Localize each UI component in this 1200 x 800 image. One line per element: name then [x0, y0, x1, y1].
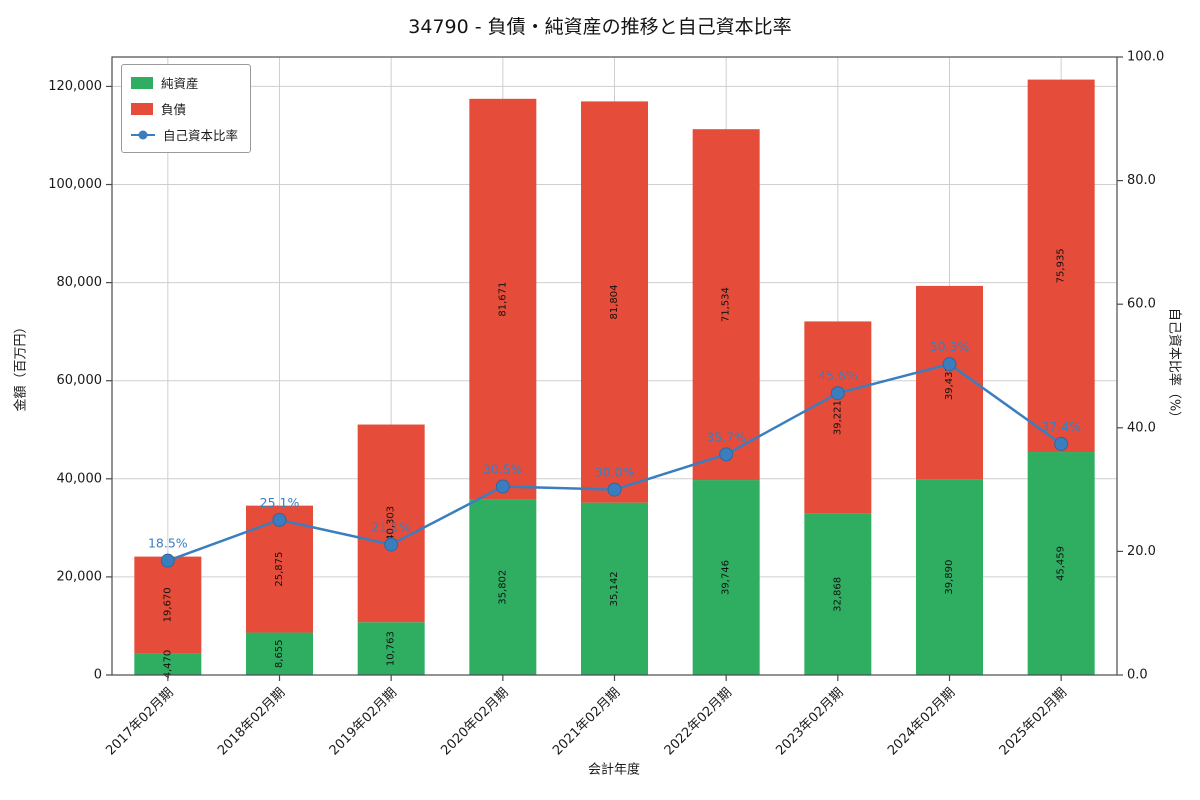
x-tick-label: 2019年02月期	[327, 685, 400, 758]
equity-ratio-label: 37.4%	[1041, 419, 1081, 434]
y2-tick-label: 100.0	[1127, 50, 1164, 65]
bar-value-label-liabilities: 25,875	[274, 552, 285, 587]
equity-ratio-marker	[607, 482, 622, 497]
equity-ratio-marker	[1054, 436, 1069, 451]
x-tick-label: 2023年02月期	[773, 685, 846, 758]
bar-value-label-net-assets: 8,655	[274, 639, 285, 668]
bar-value-label-net-assets: 39,890	[944, 560, 955, 595]
bar-value-label-net-assets: 35,802	[497, 570, 508, 605]
bar-value-label-liabilities: 40,303	[386, 506, 397, 541]
bar-segment-liabilities	[469, 98, 537, 500]
bar-value-label-liabilities: 75,935	[1056, 248, 1067, 283]
bar-segment-liabilities	[357, 424, 425, 623]
equity-ratio-label: 18.5%	[148, 536, 188, 551]
bar-value-label-net-assets: 39,746	[721, 560, 732, 595]
bar-value-label-liabilities: 39,221	[832, 400, 843, 435]
legend: 純資産 負債 自己資本比率	[121, 64, 252, 153]
equity-ratio-label: 35.7%	[706, 429, 746, 444]
equity-ratio-label: 21.1%	[371, 520, 411, 535]
bar-segment-liabilities	[581, 101, 648, 503]
chart-title: 34790 - 負債・純資産の推移と自己資本比率	[408, 16, 792, 38]
bar-value-label-net-assets: 4,470	[162, 650, 173, 679]
equity-ratio-label: 45.6%	[818, 368, 858, 383]
legend-label-net-assets: 純資産	[161, 76, 199, 91]
y2-axis-label: 自己資本比率（%）	[1166, 307, 1182, 425]
equity-ratio-marker	[830, 386, 845, 401]
equity-ratio-marker	[495, 479, 510, 494]
bar-value-label-net-assets: 35,142	[609, 571, 620, 606]
bar-segment-liabilities	[1027, 79, 1095, 453]
bar-segment-net-assets	[134, 653, 202, 675]
y-tick-label: 100,000	[48, 177, 102, 192]
x-tick-label: 2020年02月期	[438, 685, 511, 758]
legend-item-liabilities: 負債	[131, 99, 238, 118]
legend-dot-icon	[138, 130, 148, 139]
bar-segment-net-assets	[804, 513, 872, 675]
x-tick-label: 2018年02月期	[215, 685, 288, 758]
bar-segment-net-assets	[692, 480, 760, 675]
y2-tick-label: 80.0	[1127, 173, 1156, 188]
x-tick-label: 2017年02月期	[103, 685, 176, 758]
bar-segment-net-assets	[357, 622, 425, 675]
bar-segment-net-assets	[1027, 452, 1095, 675]
bar-value-label-liabilities: 71,534	[721, 287, 732, 322]
bar-value-label-liabilities: 81,671	[497, 282, 508, 317]
legend-swatch-liabilities	[131, 102, 153, 115]
equity-ratio-marker	[160, 553, 175, 568]
y-tick-label: 0	[94, 668, 102, 683]
bar-segment-liabilities	[916, 285, 983, 480]
bar-segment-net-assets	[916, 479, 983, 675]
bar-value-label-liabilities: 81,804	[609, 285, 620, 320]
bar-segment-liabilities	[134, 556, 202, 654]
x-tick-label: 2021年02月期	[550, 685, 623, 758]
x-tick-label: 2025年02月期	[997, 685, 1070, 758]
bar-segment-net-assets	[469, 499, 537, 675]
bar-segment-liabilities	[804, 321, 872, 514]
bar-segment-net-assets	[246, 632, 313, 675]
legend-swatch-equity-ratio	[131, 129, 155, 141]
y2-tick-label: 0.0	[1127, 668, 1148, 683]
bar-segment-net-assets	[581, 502, 648, 675]
bar-value-label-net-assets: 10,763	[386, 631, 397, 666]
x-tick-label: 2022年02月期	[662, 685, 735, 758]
bar-value-label-liabilities: 19,670	[162, 587, 173, 622]
y-tick-label: 40,000	[57, 471, 103, 486]
y2-tick-label: 40.0	[1127, 420, 1156, 435]
equity-ratio-label: 25.1%	[260, 495, 300, 510]
bar-value-label-net-assets: 45,459	[1056, 546, 1067, 581]
equity-ratio-label: 30.0%	[595, 465, 635, 480]
y-tick-label: 60,000	[57, 373, 103, 388]
equity-ratio-marker	[272, 512, 287, 527]
equity-ratio-label: 30.5%	[483, 462, 523, 477]
equity-ratio-label: 50.3%	[930, 339, 970, 354]
equity-ratio-marker	[384, 537, 399, 552]
y2-tick-label: 60.0	[1127, 297, 1156, 312]
legend-label-equity-ratio: 自己資本比率	[163, 128, 239, 143]
y2-tick-label: 20.0	[1127, 544, 1156, 559]
bar-value-label-net-assets: 32,868	[832, 577, 843, 612]
legend-item-net-assets: 純資産	[131, 73, 238, 92]
y-tick-label: 120,000	[48, 79, 102, 94]
y-axis-label: 金額（百万円）	[13, 320, 29, 412]
legend-swatch-net-assets	[131, 76, 153, 89]
equity-ratio-marker	[942, 357, 957, 372]
legend-label-liabilities: 負債	[161, 102, 187, 117]
y-tick-label: 80,000	[57, 275, 103, 290]
bar-segment-liabilities	[692, 129, 760, 481]
x-tick-label: 2024年02月期	[885, 685, 958, 758]
x-axis-label: 会計年度	[587, 762, 641, 778]
y-tick-label: 20,000	[57, 569, 103, 584]
legend-item-equity-ratio: 自己資本比率	[131, 125, 238, 144]
bar-value-label-liabilities: 39,437	[944, 365, 955, 400]
equity-ratio-marker	[719, 447, 734, 462]
